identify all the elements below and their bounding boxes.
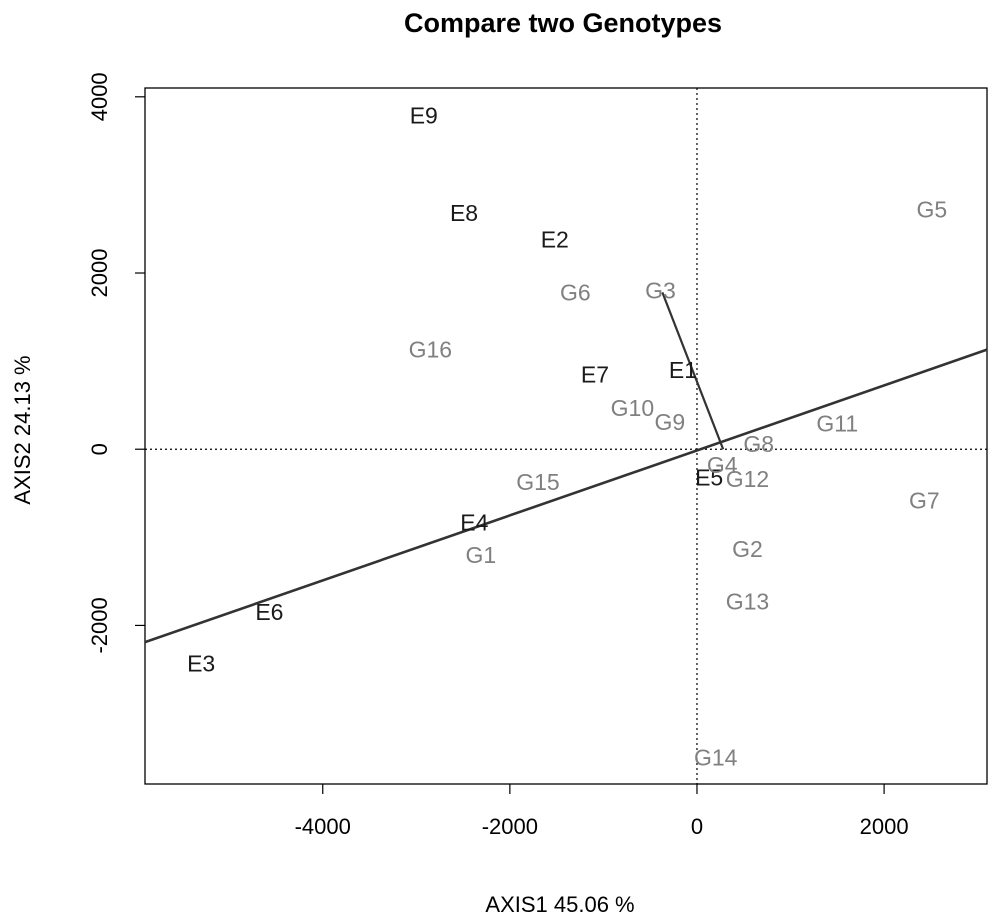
chart-title: Compare two Genotypes — [404, 8, 722, 38]
x-axis-ticks: -4000 -2000 0 2000 — [295, 784, 909, 839]
genotype-label-g7: G7 — [909, 487, 940, 513]
genotype-label-g2: G2 — [732, 536, 763, 562]
x-axis-label: AXIS1 45.06 % — [485, 892, 634, 917]
x-tick-label: -2000 — [482, 814, 538, 839]
genotype-label-g3: G3 — [645, 278, 676, 304]
environment-label-e9: E9 — [410, 102, 438, 128]
environment-label-e7: E7 — [581, 361, 609, 387]
x-tick-label: -4000 — [295, 814, 351, 839]
genotype-label-g10: G10 — [611, 395, 654, 421]
plot-frame — [144, 87, 988, 785]
genotype-label-g15: G15 — [516, 469, 559, 495]
genotype-label-g9: G9 — [655, 409, 686, 435]
y-tick-label: -2000 — [87, 597, 112, 653]
y-axis-ticks: -2000 0 2000 4000 — [87, 72, 145, 654]
genotype-label-g12: G12 — [726, 466, 769, 492]
genotype-label-g14: G14 — [694, 745, 738, 771]
environment-label-e8: E8 — [450, 200, 478, 226]
environment-label-e4: E4 — [460, 509, 488, 535]
genotype-label-g11: G11 — [816, 411, 858, 437]
genotype-label-g4: G4 — [707, 452, 738, 478]
genotype-connector-line — [661, 291, 725, 450]
y-tick-label: 2000 — [87, 249, 112, 298]
biplot-lines — [145, 291, 987, 644]
environment-label-e6: E6 — [255, 599, 283, 625]
genotype-label-g16: G16 — [409, 337, 452, 363]
environment-label-e1: E1 — [669, 357, 697, 383]
genotype-label-g13: G13 — [726, 589, 769, 615]
x-tick-label: 2000 — [860, 814, 909, 839]
x-tick-label: 0 — [691, 814, 703, 839]
y-axis-label: AXIS2 24.13 % — [10, 355, 35, 504]
y-tick-label: 4000 — [87, 72, 112, 121]
reference-lines — [145, 88, 987, 784]
environment-label-e3: E3 — [187, 650, 215, 676]
average-axis-line — [145, 348, 987, 644]
environment-label-e2: E2 — [541, 227, 569, 253]
genotype-label-g8: G8 — [743, 431, 774, 457]
environment-labels: E1 E2 E3 E4 E5 E6 E7 E8 E9 — [187, 102, 723, 676]
genotype-label-g5: G5 — [916, 197, 947, 223]
genotype-label-g6: G6 — [560, 279, 591, 305]
y-tick-label: 0 — [87, 443, 112, 455]
environment-label-e5: E5 — [695, 464, 723, 490]
genotype-label-g1: G1 — [466, 542, 497, 568]
